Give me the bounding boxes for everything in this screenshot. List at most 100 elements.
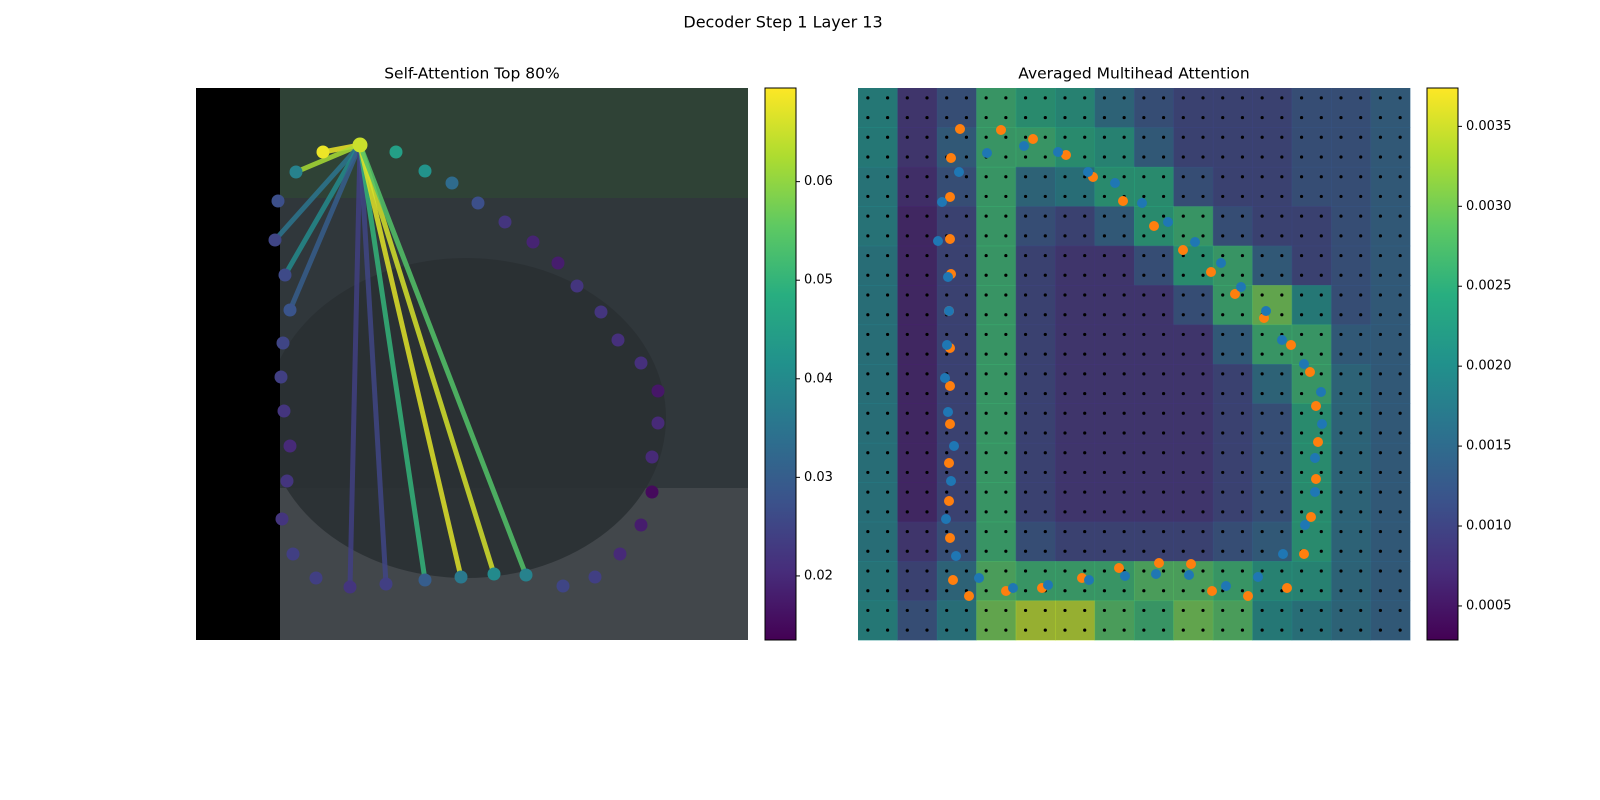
sample-dot [1161,628,1166,632]
heatmap-cell [1015,482,1056,523]
sample-dot [866,155,870,159]
sample-dot [1083,234,1087,238]
heatmap-cell [976,600,1017,641]
heatmap-cell [1252,324,1293,365]
sample-dot [1359,214,1363,218]
sample-dot [1319,510,1323,514]
sample-dot [1122,628,1126,632]
sample-dot [1359,96,1363,100]
sample-dot [925,234,929,238]
sample-dot [1083,411,1087,415]
sample-dot [1319,115,1323,120]
sample-dot [1043,529,1047,534]
sample-dot [1280,529,1284,534]
sample-dot [1359,332,1363,337]
sample-dot [1161,510,1166,514]
sample-dot [1004,214,1008,218]
sample-dot [1004,96,1008,100]
heatmap-cell [1173,166,1214,207]
sample-dot [1004,372,1008,376]
heatmap-cell [936,127,977,168]
sample-dot [945,253,949,258]
sample-dot [1063,253,1067,258]
sample-dot [885,293,890,297]
heatmap-cell [1291,245,1332,286]
sample-dot [1299,155,1304,159]
sample-dot [1260,451,1264,455]
sample-dot [1161,569,1166,573]
sample-dot [984,253,988,258]
sample-dot [1260,529,1264,534]
sample-dot [1201,451,1205,455]
sample-dot [1142,332,1146,337]
sample-dot [1378,273,1383,277]
sample-dot [1122,253,1126,258]
point [1278,549,1288,559]
sample-dot [1181,372,1185,376]
sample-dot [984,628,988,632]
sample-dot [1063,628,1067,632]
sample-dot [1102,96,1107,100]
heatmap-cell [1094,245,1135,286]
sample-dot [885,175,890,179]
sample-dot [1260,608,1264,613]
sample-dot [1319,313,1323,317]
sample-dot [905,490,909,494]
sample-dot [1359,175,1363,179]
sample-dot [1004,155,1008,159]
sample-dot [984,194,988,199]
sample-dot [945,214,949,218]
subplot-title: Self-Attention Top 80% [384,65,560,83]
point [1114,563,1124,573]
sample-dot [1142,529,1146,534]
sample-dot [925,391,929,396]
sample-dot [1319,372,1323,376]
sample-dot [1181,214,1185,218]
sample-dot [1398,293,1402,297]
sample-dot [1201,411,1205,415]
sample-dot [1181,194,1185,199]
point [1019,141,1029,151]
sample-dot [866,313,870,317]
heatmap-cell [897,521,938,562]
heatmap-cell [1134,364,1174,404]
sample-dot [1102,510,1107,514]
sample-dot [1378,313,1383,317]
sample-dot [1201,214,1205,218]
sample-dot [1201,372,1205,376]
sample-dot [1083,332,1087,337]
point [955,124,965,134]
sample-dot [1240,135,1245,139]
sample-dot [1280,470,1284,475]
sample-dot [1319,214,1323,218]
heatmap-cell [976,285,1017,326]
sample-dot [1161,234,1166,238]
sample-dot [1161,391,1166,396]
sample-dot [866,135,870,139]
sample-dot [905,293,909,297]
point [943,272,953,282]
sample-dot [1221,608,1225,613]
sample-dot [1359,234,1363,238]
heatmap-cell [1252,127,1293,168]
sample-dot [905,175,909,179]
sample-dot [1083,214,1087,218]
heatmap-cell [1291,324,1332,365]
sample-dot [1004,411,1008,415]
heatmap-cell [1212,521,1253,562]
sample-dot [925,589,929,593]
sample-dot [1339,155,1343,159]
sample-dot [1102,332,1107,337]
sample-dot [1004,431,1008,435]
sample-dot [1299,352,1304,356]
sample-dot [1280,293,1284,297]
point [1207,586,1217,596]
sample-dot [1161,115,1166,120]
sample-dot [1004,628,1008,632]
sample-dot [1083,510,1087,514]
sample-dot [1102,214,1107,218]
sample-dot [1083,372,1087,376]
sample-dot [1142,214,1146,218]
sample-dot [1023,135,1028,139]
sample-dot [1161,411,1166,415]
